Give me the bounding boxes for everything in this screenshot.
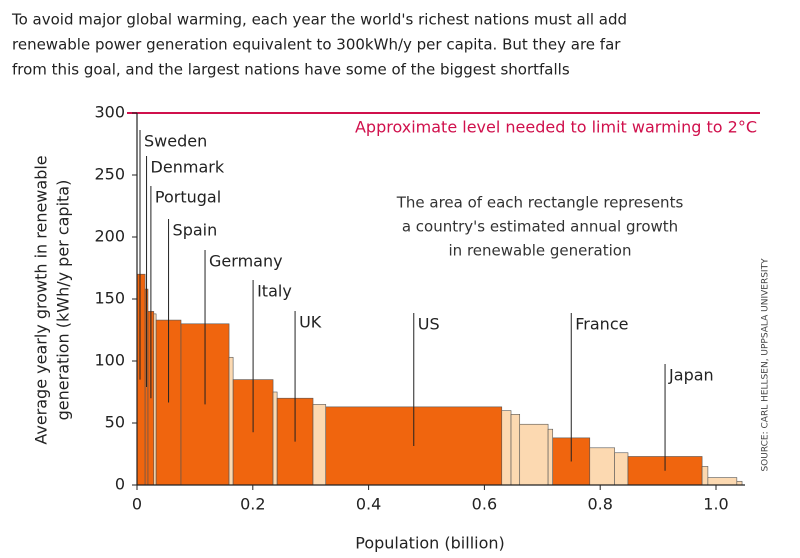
bar	[701, 466, 709, 486]
bar	[272, 391, 278, 486]
y-tick-label: 50	[105, 413, 125, 432]
country-label: Portugal	[155, 188, 221, 207]
title-line: renewable power generation equivalent to…	[12, 36, 621, 54]
note-line: in renewable generation	[449, 242, 632, 260]
y-axis-label: Average yearly growth in renewable genera…	[32, 155, 73, 444]
y-axis-label-line: generation (kWh/y per capita)	[54, 180, 73, 421]
x-tick-label: 0	[132, 495, 142, 514]
bar	[589, 447, 615, 486]
bar	[519, 423, 549, 486]
country-label: US	[418, 315, 440, 334]
y-tick-label: 150	[94, 289, 125, 308]
y-tick-label: 100	[94, 351, 125, 370]
bar	[614, 452, 629, 486]
bar	[312, 404, 327, 486]
country-label: France	[575, 315, 628, 334]
title-line: from this goal, and the largest nations …	[12, 61, 570, 79]
country-label: Italy	[257, 282, 292, 301]
title-line: To avoid major global warming, each year…	[11, 11, 627, 29]
y-tick-label: 250	[94, 165, 125, 184]
country-label: Denmark	[151, 158, 225, 177]
note-line: The area of each rectangle represents	[396, 194, 684, 212]
country-label: Japan	[668, 366, 714, 385]
x-tick-label: 0.2	[240, 495, 265, 514]
x-tick-label: 1.0	[703, 495, 728, 514]
y-tick-label: 200	[94, 227, 125, 246]
x-axis-label: Population (billion)	[355, 534, 505, 553]
country-label: Sweden	[144, 132, 207, 151]
source: SOURCE: CARL HELLSEN, UPPSALA UNIVERSITY	[761, 258, 771, 472]
y-tick-label: 0	[115, 475, 125, 494]
bar	[136, 273, 146, 486]
country-label: Spain	[173, 221, 218, 240]
country-label: Germany	[209, 252, 283, 271]
y-tick-label: 300	[94, 103, 125, 122]
bar	[547, 428, 554, 486]
x-tick-label: 0.4	[356, 495, 381, 514]
bar	[707, 477, 738, 486]
reference-label: Approximate level needed to limit warmin…	[355, 118, 757, 137]
bar	[501, 410, 512, 486]
bar	[510, 414, 521, 486]
note-line: a country's estimated annual growth	[402, 218, 678, 236]
x-tick-label: 0.6	[472, 495, 497, 514]
country-label: UK	[299, 313, 322, 332]
y-axis-label-line: Average yearly growth in renewable	[32, 155, 51, 444]
bar	[153, 313, 157, 486]
bar	[228, 356, 234, 486]
x-tick-label: 0.8	[587, 495, 612, 514]
